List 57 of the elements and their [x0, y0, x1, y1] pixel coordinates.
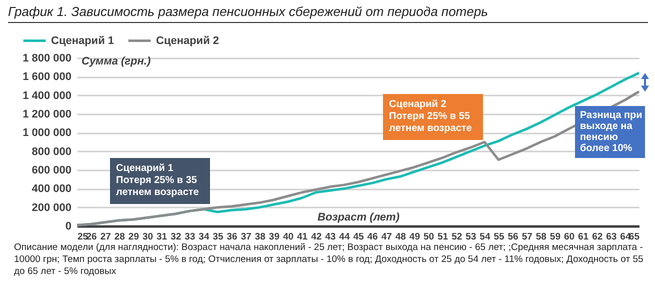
x-tick-label: 30 [142, 232, 154, 242]
x-tick-label: 40 [282, 232, 294, 242]
y-tick-label: 0 [65, 220, 72, 232]
x-tick-label: 51 [438, 232, 449, 242]
chart-title: График 1. Зависимость размера пенсионных сбережений от периода потерь [8, 4, 648, 23]
x-tick-label: 59 [550, 232, 560, 242]
x-tick-label: 31 [156, 232, 168, 242]
x-tick-label: 63 [606, 232, 617, 242]
legend-label: Сценарий 1 [51, 34, 114, 47]
x-tick-label: 65 [628, 232, 640, 242]
x-axis-title: Возраст (лет) [318, 212, 400, 224]
x-tick-label: 56 [508, 232, 518, 242]
x-tick-label: 57 [522, 232, 532, 242]
x-tick-label: 34 [198, 232, 210, 242]
y-axis-title: Сумма (грн.) [82, 56, 151, 68]
x-tick-label: 43 [325, 232, 336, 242]
y-tick-label: 1 000 000 [22, 127, 72, 140]
x-tick-label: 61 [578, 232, 590, 242]
x-tick-label: 27 [100, 232, 111, 242]
x-tick-label: 54 [480, 232, 491, 242]
x-tick-label: 39 [268, 232, 280, 242]
x-tick-label: 38 [254, 232, 266, 242]
y-tick-label: 600 000 [32, 164, 72, 176]
x-tick-label: 29 [128, 232, 139, 242]
y-tick-label: 1 200 000 [22, 108, 72, 120]
y-tick-label: 400 000 [32, 183, 72, 196]
legend-label: Сценарий 2 [156, 34, 220, 47]
x-tick-label: 28 [114, 232, 125, 242]
annotation: Разница при выходе на пенсию более 10% [575, 106, 645, 158]
x-tick-label: 45 [353, 232, 364, 242]
x-tick-label: 53 [466, 232, 476, 242]
text: Описание модели (для наглядности): Возраст начала накоплений - 25 лет; Возраст выхода на пенсию - 65 лет; ;Средняя месячная зарплата - 10000 грн; Темп роста зарплаты - 5% в год; Отчисления от зарплаты - 10% в год; Доходность от 25 до 54 лет - 11% годовых; Доходность от 55 до 65 лет - 5% годовых [14, 242, 644, 278]
x-tick-label: 37 [240, 232, 252, 242]
x-tick-label: 48 [395, 232, 406, 242]
y-tick-label: 200 000 [32, 202, 72, 214]
annotation: Сценарий 2 Потеря 25% в 55 летнем возрасте [383, 94, 483, 140]
x-tick-label: 49 [409, 232, 420, 242]
y-tick-label: 1 400 000 [22, 90, 72, 102]
x-tick-label: 44 [339, 232, 350, 242]
y-tick-label: 800 000 [32, 146, 72, 158]
x-tick-label: 32 [170, 232, 182, 242]
x-tick-label: 58 [536, 232, 546, 242]
x-tick-label: 42 [311, 232, 322, 242]
x-tick-label: 46 [367, 232, 378, 242]
x-tick-label: 60 [564, 232, 575, 242]
x-tick-label: 47 [381, 232, 392, 242]
x-tick-label: 33 [184, 232, 196, 242]
x-tick-label: 62 [592, 232, 603, 242]
x-tick-label: 36 [226, 232, 238, 242]
x-tick-label: 52 [452, 232, 462, 242]
x-tick-label: 55 [494, 232, 505, 242]
y-tick-label: 1 800 000 [22, 52, 72, 64]
annotation: Сценарий 1 Потеря 25% в 35 летнем возрасте [110, 158, 210, 204]
x-tick-label: 35 [212, 232, 224, 242]
x-tick-label: 50 [423, 232, 434, 242]
y-tick-label: 1 600 000 [22, 71, 72, 84]
x-tick-label: 41 [297, 232, 308, 242]
